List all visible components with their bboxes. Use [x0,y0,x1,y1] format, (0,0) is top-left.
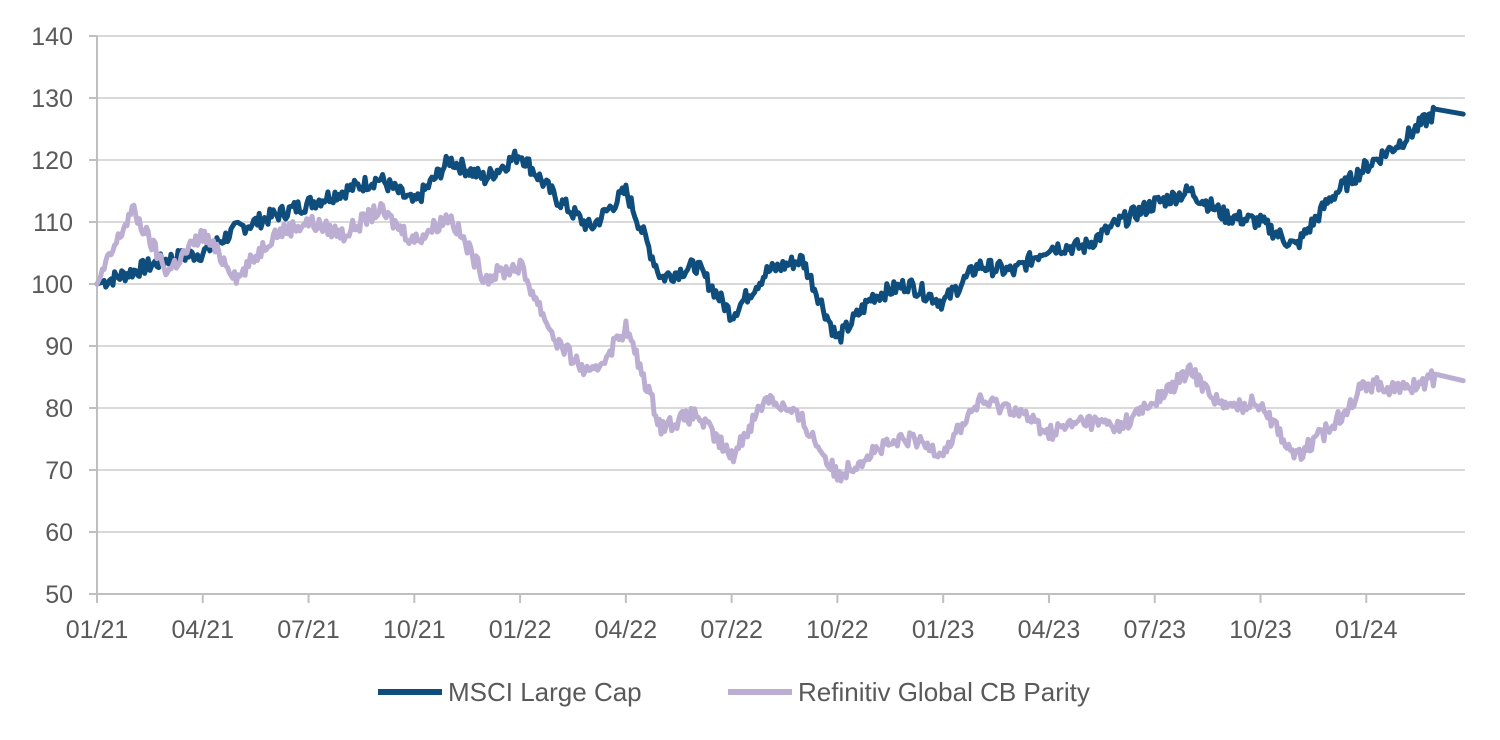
y-tick-label: 100 [31,271,73,299]
y-tick-label: 60 [45,519,73,547]
x-tick-label: 10/22 [806,616,869,644]
x-tick-label: 07/21 [277,616,340,644]
y-tick-label: 130 [31,85,73,113]
y-tick-label: 50 [45,581,73,609]
tick-labels: 50 60 70 80 90 100 110 120 130 140 01/21 04/21 07/21… [31,23,1397,644]
y-tick-label: 110 [33,209,73,237]
series-line-msci-large-cap [94,104,1466,345]
x-tick-label: 04/22 [595,616,658,644]
axes [89,35,1465,603]
x-tick-label: 10/23 [1229,616,1292,644]
y-tick-label: 120 [31,147,73,175]
series-lines [94,104,1466,484]
x-tick-label: 07/22 [700,616,763,644]
x-tick-label: 04/21 [171,616,234,644]
y-tick-label: 70 [45,457,73,485]
x-tick-label: 01/24 [1335,616,1398,644]
x-tick-label: 04/23 [1018,616,1081,644]
legend-label-msci-large-cap: MSCI Large Cap [448,677,642,707]
legend: MSCI Large Cap Refinitiv Global CB Parity [378,677,1090,707]
legend-label-refinitiv-global-cb-parity: Refinitiv Global CB Parity [798,677,1090,707]
y-tick-label: 140 [31,23,73,51]
series-line-refinitiv-global-cb-parity [94,201,1466,484]
gridlines [97,35,1465,533]
y-tick-label: 90 [45,333,73,361]
x-tick-label: 01/21 [66,616,129,644]
x-tick-label: 07/23 [1123,616,1186,644]
x-tick-label: 01/23 [912,616,975,644]
x-tick-label: 01/22 [489,616,552,644]
y-tick-label: 80 [45,395,73,423]
x-tick-label: 10/21 [383,616,446,644]
